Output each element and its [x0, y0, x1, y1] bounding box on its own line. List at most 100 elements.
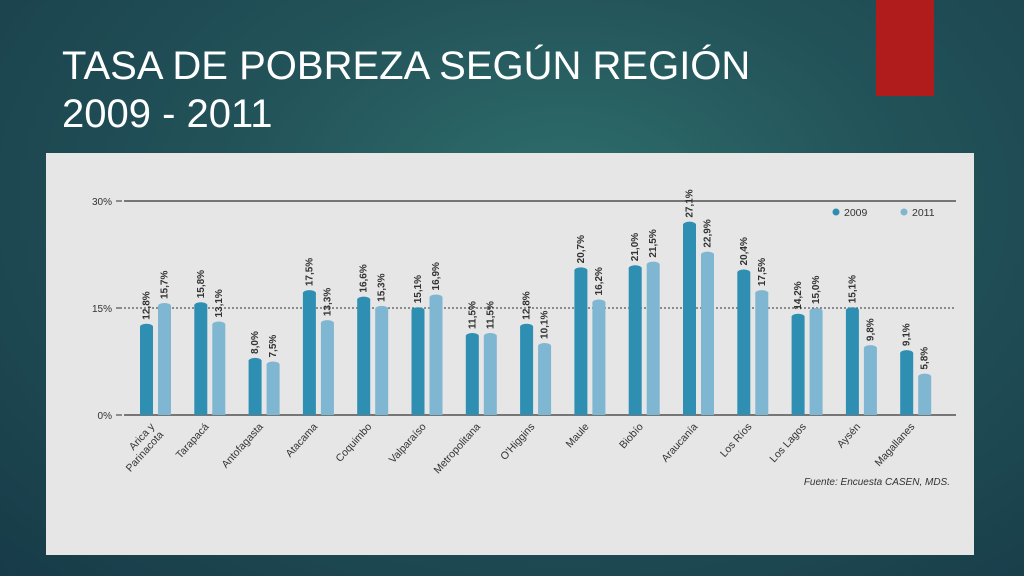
bar-2009 — [791, 316, 805, 415]
bar-cap-2011 — [863, 345, 877, 352]
category-label: Araucanía — [659, 421, 700, 465]
bar-2009 — [194, 305, 208, 415]
data-label: 15,0% — [811, 276, 822, 304]
category-label-line: Metropolitana — [432, 421, 484, 476]
category-label-line: Los Lagos — [767, 421, 808, 465]
bar-2011 — [320, 323, 334, 415]
bar-cap-2011 — [538, 342, 552, 349]
bar-2011 — [918, 376, 932, 415]
bar-cap-2009 — [791, 313, 805, 320]
data-label: 15,1% — [847, 275, 858, 303]
bar-cap-2009 — [520, 323, 534, 330]
bar-cap-2009 — [194, 302, 208, 309]
data-label: 13,3% — [322, 288, 333, 316]
bar-cap-2009 — [302, 290, 316, 297]
category-label-line: Tarapacá — [174, 421, 212, 461]
bar-cap-2011 — [429, 294, 443, 301]
data-label: 20,4% — [739, 237, 750, 265]
bar-2011 — [809, 311, 823, 415]
category-label: Biobío — [617, 421, 646, 451]
bar-2011 — [755, 293, 769, 415]
bar-cap-2009 — [574, 267, 588, 274]
bar-cap-2011 — [646, 261, 660, 268]
bar-cap-2011 — [320, 320, 334, 327]
bar-cap-2011 — [755, 290, 769, 297]
bar-cap-2009 — [248, 357, 262, 364]
legend-marker-2009 — [832, 208, 840, 216]
chart-panel: 0% 15% 30% 12,8% 15,8% 8,0% 17,5% 16,6% 15,1% 11,… — [46, 153, 974, 555]
bar-cap-2009 — [411, 307, 425, 314]
data-label: 21,0% — [630, 233, 641, 261]
category-label-line: Araucanía — [659, 421, 700, 465]
data-label: 8,0% — [250, 331, 261, 354]
y-tick-label: 30% — [92, 197, 112, 208]
slide-title-line-2: 2009 - 2011 — [62, 92, 273, 136]
slide-title-line-1: TASA DE POBREZA SEGÚN REGIÓN — [62, 44, 751, 88]
category-label: Atacama — [283, 421, 320, 460]
data-label: 11,5% — [467, 301, 478, 329]
data-label: 15,8% — [196, 270, 207, 298]
data-label: 10,1% — [540, 310, 551, 338]
data-label: 12,8% — [522, 291, 533, 319]
category-label: Coquimbo — [333, 421, 374, 465]
bar-cap-2009 — [900, 350, 914, 357]
category-label: Antofagasta — [219, 421, 266, 471]
category-label: Metropolitana — [432, 421, 484, 476]
category-label-line: Maule — [564, 421, 592, 450]
bar-2011 — [863, 348, 877, 415]
legend-marker-2011 — [900, 208, 908, 216]
bar-2009 — [520, 326, 534, 415]
bar-cap-2011 — [918, 373, 932, 380]
data-label: 17,5% — [757, 258, 768, 286]
data-label: 15,3% — [377, 273, 388, 301]
data-label: 27,1% — [685, 189, 696, 217]
bar-2011 — [429, 297, 443, 415]
source-note: Fuente: Encuesta CASEN, MDS. — [804, 477, 950, 488]
bar-cap-2011 — [701, 251, 714, 258]
category-label: Los Ríos — [718, 421, 755, 460]
category-label-line: Atacama — [283, 421, 320, 460]
bar-cap-2011 — [375, 305, 389, 312]
category-label: Los Lagos — [767, 421, 808, 465]
data-label: 7,5% — [268, 335, 279, 358]
data-label: 14,2% — [793, 281, 804, 309]
data-label: 9,1% — [902, 323, 913, 346]
legend-label: 2009 — [844, 207, 868, 219]
bar-2009 — [411, 310, 425, 415]
category-label-line: Los Ríos — [718, 421, 755, 460]
data-label: 21,5% — [648, 229, 659, 257]
bar-2011 — [592, 302, 606, 415]
bar-cap-2009 — [737, 269, 751, 276]
bar-cap-2011 — [592, 299, 606, 306]
bar-2009 — [900, 353, 914, 415]
data-label: 15,7% — [160, 271, 171, 299]
bar-cap-2011 — [483, 332, 497, 339]
bar-2009 — [140, 326, 153, 415]
y-tick-label: 15% — [92, 304, 112, 315]
bar-cap-2009 — [628, 265, 642, 272]
bar-2009 — [845, 310, 859, 415]
data-label: 16,6% — [359, 264, 370, 292]
data-label: 9,8% — [865, 318, 876, 341]
category-label: Tarapacá — [174, 421, 212, 461]
category-label: Maule — [564, 421, 592, 450]
bar-2011 — [483, 335, 497, 415]
slide-title: TASA DE POBREZA SEGÚN REGIÓN 2009 - 2011 — [62, 42, 750, 138]
data-label: 15,1% — [413, 275, 424, 303]
data-label: 16,9% — [431, 262, 442, 290]
category-label-line: O'Higgins — [498, 421, 537, 463]
bar-cap-2011 — [809, 308, 823, 314]
bar-2011 — [158, 306, 171, 415]
bar-2011 — [701, 254, 714, 415]
category-label: O'Higgins — [498, 421, 537, 463]
category-label-line: Biobío — [617, 421, 646, 451]
bar-2009 — [574, 270, 588, 415]
category-label-line: Antofagasta — [219, 421, 266, 471]
data-label: 22,9% — [703, 219, 714, 247]
category-label: Magallanes — [873, 421, 918, 469]
bar-cap-2009 — [140, 323, 153, 330]
data-label: 5,8% — [920, 347, 931, 370]
category-label: Valparaíso — [387, 421, 429, 466]
bar-2009 — [248, 360, 262, 415]
accent-tab — [876, 0, 934, 96]
